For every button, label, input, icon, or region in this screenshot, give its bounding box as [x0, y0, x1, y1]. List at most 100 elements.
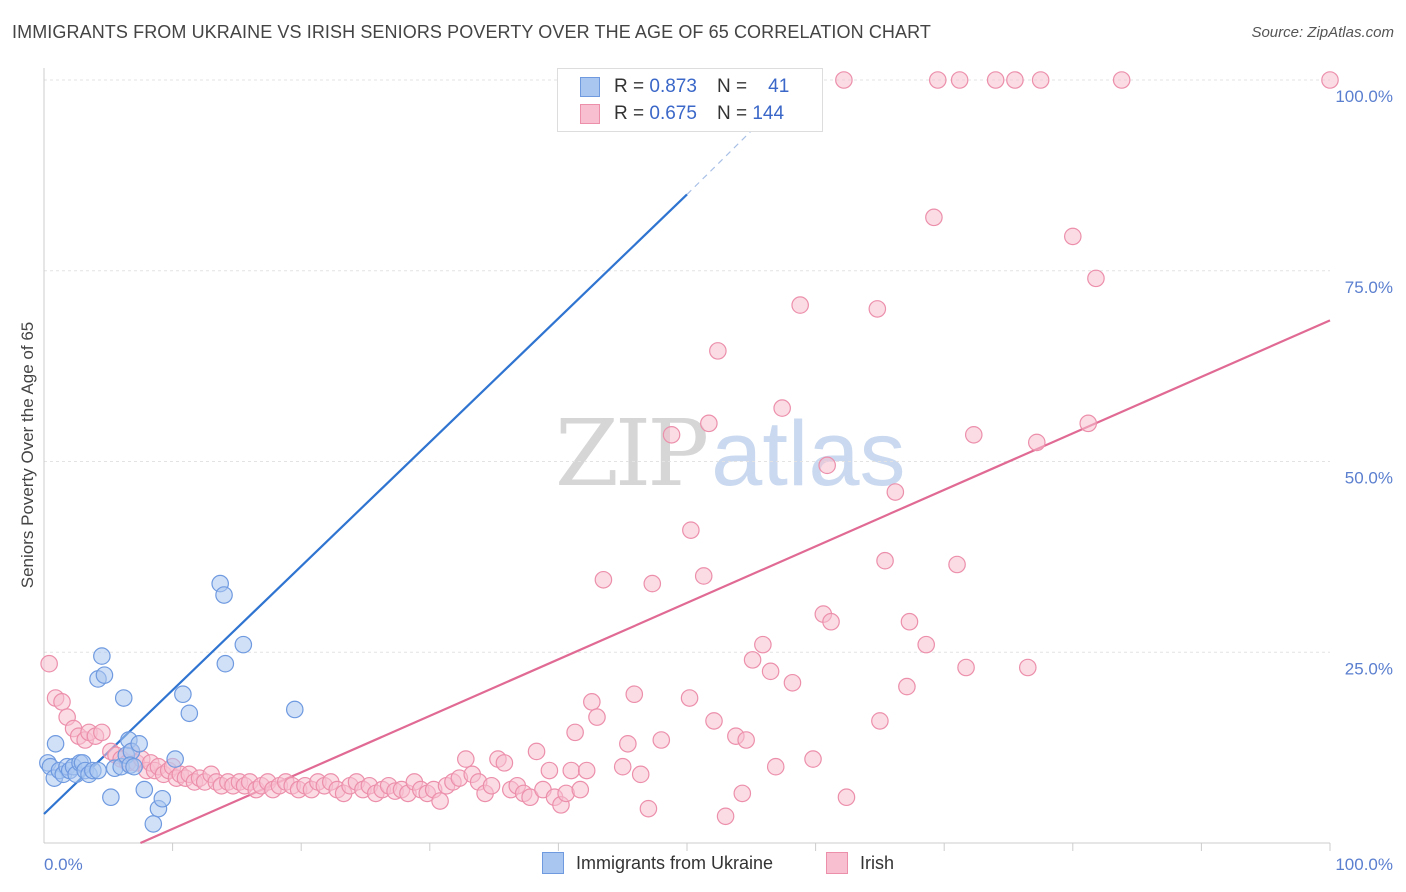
legend-label-irish: Irish [860, 852, 895, 873]
data-point [761, 662, 780, 681]
data-point [773, 399, 791, 417]
data-point [928, 71, 947, 89]
data-point [135, 780, 154, 799]
legend-swatch-ukraine [580, 77, 600, 97]
series-legend: Immigrants from Ukraine Irish [0, 852, 1406, 878]
data-point [700, 414, 718, 433]
data-point [898, 677, 916, 696]
data-point [625, 685, 644, 704]
data-point [1018, 658, 1037, 677]
data-point [540, 761, 559, 780]
source-label: Source: ZipAtlas.com [1251, 24, 1394, 41]
y-tick-label: 25.0% [1345, 659, 1393, 678]
data-point [957, 658, 975, 677]
legend-n-value: 144 [752, 103, 785, 124]
data-point [562, 761, 581, 780]
correlation-legend: R = 0.873 N = 41 R = 0.675 N = 144 [557, 68, 823, 132]
legend-row-irish: R = 0.675 N = 144 [580, 101, 784, 127]
data-point [153, 789, 172, 808]
legend-r-label: R = [614, 103, 645, 124]
legend-swatch-irish [580, 104, 600, 124]
data-point [457, 750, 475, 768]
axes [43, 68, 1331, 851]
legend-r-label: R = [614, 76, 645, 97]
data-point [737, 731, 755, 749]
x-tick-label: 100.0% [1335, 855, 1393, 874]
y-tick-label: 100.0% [1335, 87, 1393, 106]
legend-n-label: N = [716, 103, 748, 124]
data-point [583, 693, 601, 711]
legend-r-value: 0.873 [649, 76, 697, 97]
data-point [1027, 433, 1046, 452]
data-point [1321, 71, 1339, 89]
data-point [40, 654, 58, 673]
data-point [144, 815, 163, 833]
data-point [130, 735, 148, 753]
data-point [733, 784, 752, 803]
data-point [948, 555, 966, 574]
data-point [964, 425, 983, 444]
data-point [521, 788, 539, 807]
legend-item-ukraine: Immigrants from Ukraine [542, 852, 773, 874]
data-point [527, 742, 546, 761]
legend-item-irish: Irish [826, 852, 894, 874]
data-point [1079, 414, 1098, 433]
legend-n-value: 41 [768, 76, 790, 97]
trend-line-0 [43, 193, 688, 815]
data-point [876, 551, 894, 570]
data-point [495, 754, 514, 772]
data-point [804, 750, 822, 768]
data-point [234, 635, 253, 654]
data-point [1006, 71, 1024, 89]
data-point [53, 693, 71, 711]
data-point [886, 483, 905, 501]
data-point [125, 757, 143, 776]
data-point [766, 757, 785, 776]
data-point [577, 761, 596, 780]
data-point [682, 521, 700, 539]
data-point [89, 761, 107, 780]
y-tick-label: 75.0% [1345, 278, 1393, 297]
legend-label-ukraine: Immigrants from Ukraine [576, 852, 774, 873]
y-tick-label: 50.0% [1345, 469, 1393, 488]
data-points [39, 71, 1339, 833]
data-point [835, 71, 853, 89]
data-point [743, 651, 762, 669]
data-point [594, 570, 613, 589]
data-point [631, 765, 650, 784]
data-point [93, 723, 111, 742]
data-point [694, 567, 713, 585]
data-point [216, 654, 235, 673]
data-point [783, 673, 802, 692]
data-point [791, 296, 809, 314]
data-point [431, 792, 449, 810]
data-point [588, 708, 606, 726]
chart-title: IMMIGRANTS FROM UKRAINE VS IRISH SENIORS… [12, 22, 931, 42]
data-point [818, 456, 836, 475]
data-point [900, 612, 919, 631]
data-point [925, 208, 943, 227]
data-point [705, 712, 723, 730]
gridlines [44, 79, 1330, 653]
data-point [215, 586, 233, 604]
data-point [482, 776, 501, 795]
data-point [837, 788, 856, 807]
data-point [822, 612, 840, 631]
data-point [868, 300, 887, 318]
data-point [680, 689, 699, 707]
legend-swatch-ukraine [542, 852, 564, 874]
legend-n-label: N = [716, 76, 748, 97]
data-point [102, 788, 120, 807]
data-point [1031, 71, 1050, 89]
data-point [174, 685, 192, 704]
data-point [643, 574, 662, 593]
data-point [46, 735, 65, 753]
data-point [716, 807, 735, 826]
data-point [93, 647, 111, 665]
data-point [1087, 269, 1105, 288]
trend-line-1 [140, 319, 1331, 845]
data-point [1064, 227, 1082, 246]
data-point [566, 723, 584, 742]
data-point [613, 757, 632, 776]
